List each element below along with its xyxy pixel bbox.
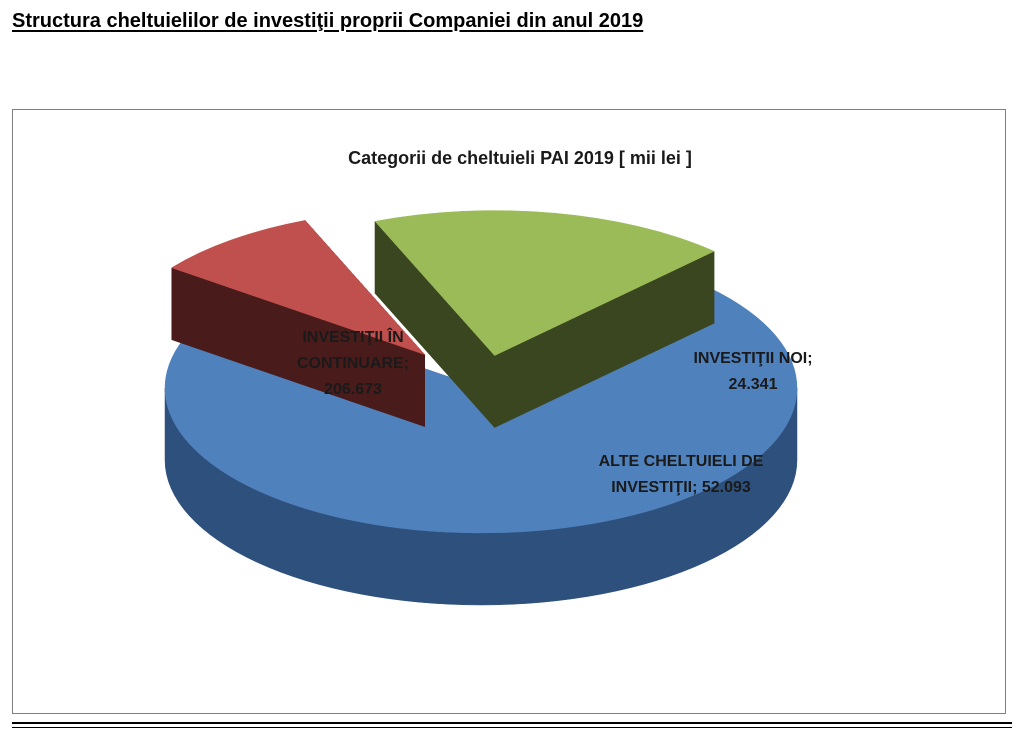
chart-area: Categorii de cheltuieli PAI 2019 [ mii l… <box>12 109 1006 714</box>
pie-slice-top-alte-cheltuieli-de-investitii <box>374 210 715 356</box>
bottom-rule-thin <box>12 727 1012 728</box>
data-label-investitii-noi: INVESTIŢII NOI; 24.341 <box>693 350 812 393</box>
document-heading: Structura cheltuielilor de investiţii pr… <box>12 10 644 32</box>
data-label-investitii-in-continuare: INVESTIŢII ÎN CONTINUARE; 206.673 <box>297 327 409 398</box>
pie-slice-alte-cheltuieli-de-investitii <box>374 210 715 429</box>
chart-title: Categorii de cheltuieli PAI 2019 [ mii l… <box>348 148 692 168</box>
data-label-alte-cheltuieli-de-investitii: ALTE CHELTUIELI DE INVESTIŢII; 52.093 <box>599 453 764 496</box>
pie-slice-top-investitii-noi <box>171 220 426 356</box>
pie-chart: Categorii de cheltuieli PAI 2019 [ mii l… <box>164 148 813 606</box>
pie-slices <box>164 210 798 606</box>
pie-data-labels: INVESTIŢII ÎN CONTINUARE; 206.673 INVESTIŢI… <box>297 327 813 496</box>
bottom-rule <box>12 722 1012 724</box>
pie-slice-investitii-noi <box>171 219 426 428</box>
